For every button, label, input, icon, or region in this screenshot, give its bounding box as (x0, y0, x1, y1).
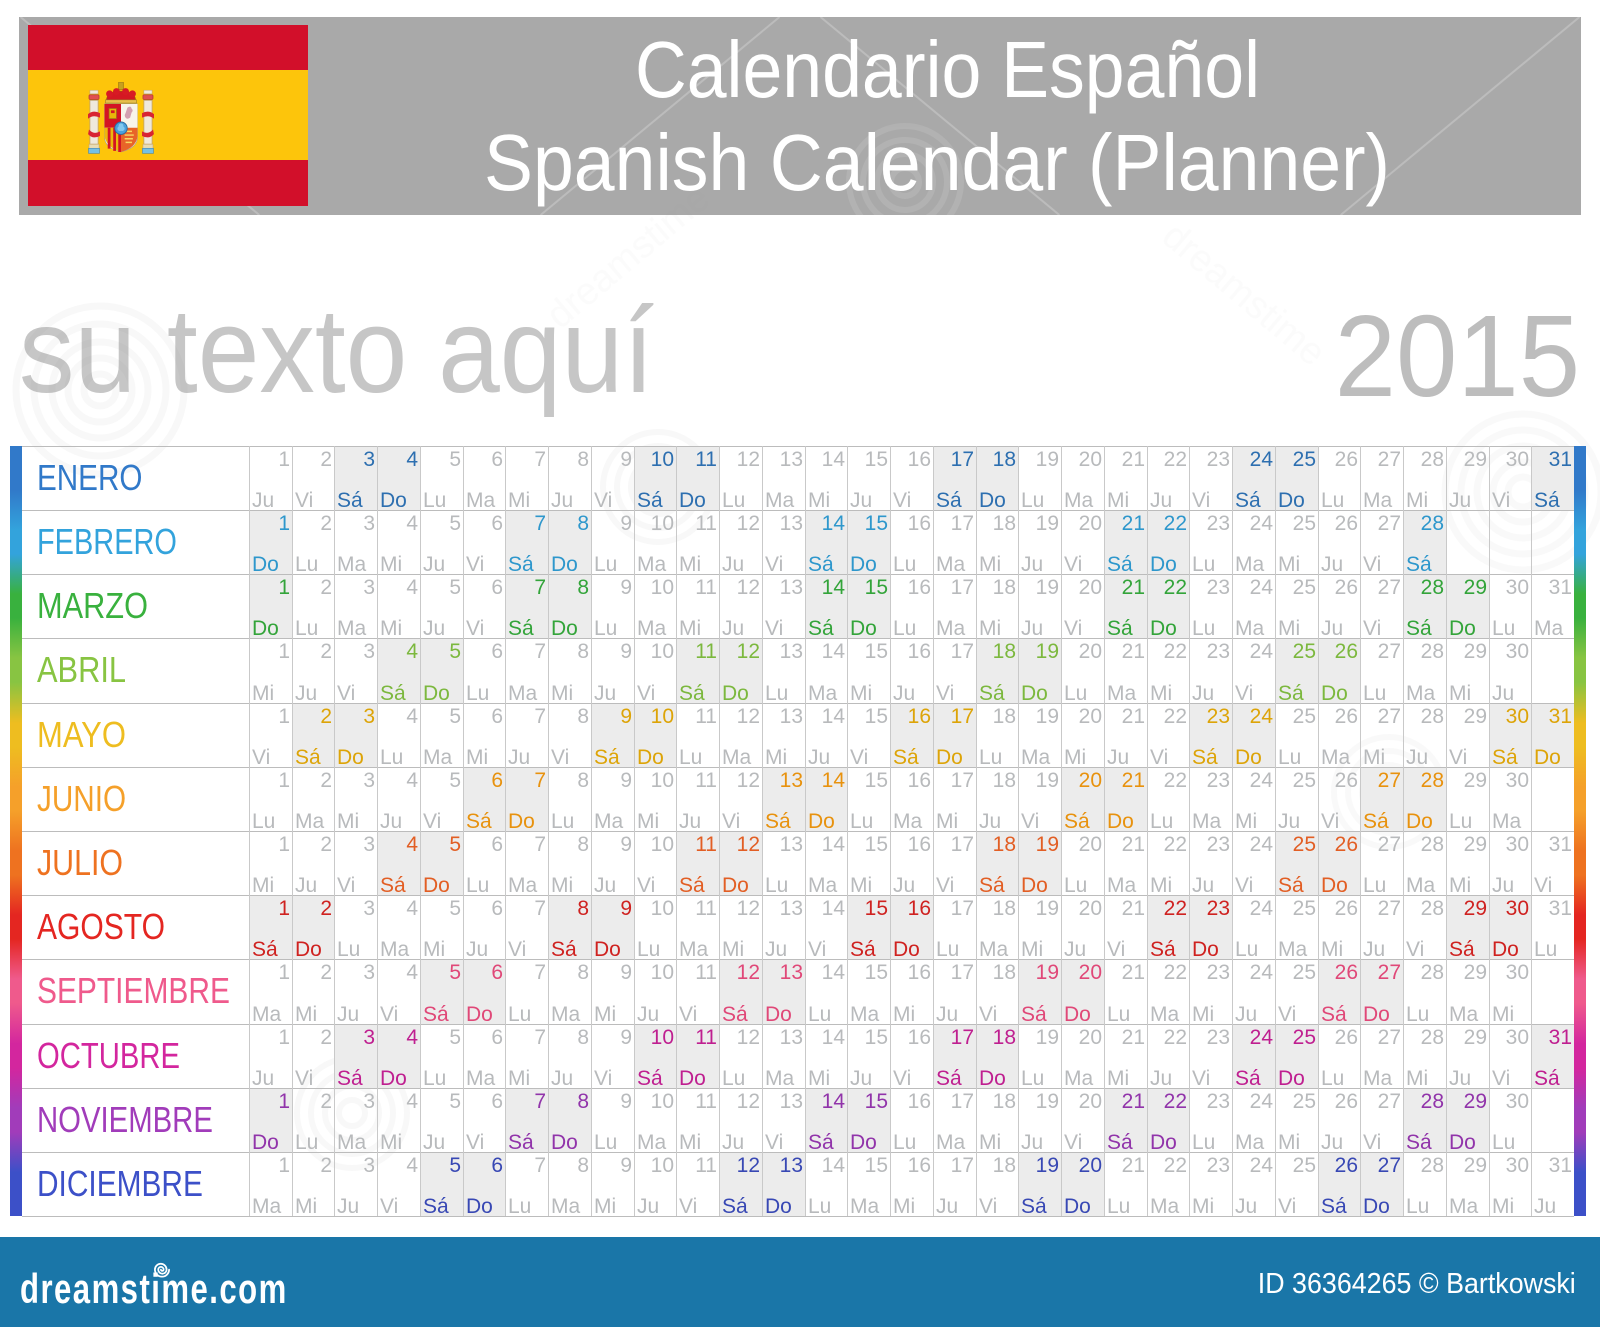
svg-text:dreamstime: dreamstime (1154, 215, 1333, 375)
svg-text:dreamstime: dreamstime (539, 177, 718, 337)
